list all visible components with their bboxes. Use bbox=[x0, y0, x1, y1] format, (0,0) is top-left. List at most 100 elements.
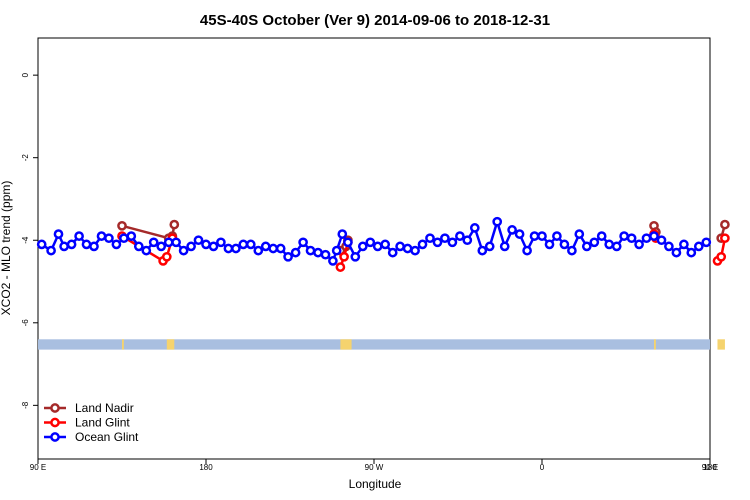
data-point-ocean-glint bbox=[477, 245, 488, 256]
x-tick-label: 180 bbox=[703, 463, 717, 472]
data-point-ocean-glint bbox=[81, 239, 92, 250]
series-land-glint bbox=[117, 229, 730, 272]
land-band-segment-0 bbox=[122, 339, 124, 350]
legend-label: Land Nadir bbox=[75, 401, 134, 415]
data-point-ocean-glint bbox=[395, 241, 405, 252]
data-point-ocean-glint bbox=[283, 251, 293, 262]
data-point-ocean-glint bbox=[305, 245, 316, 256]
data-point-ocean-glint bbox=[46, 245, 56, 256]
data-point-ocean-glint bbox=[133, 241, 144, 252]
data-point-ocean-glint bbox=[290, 247, 301, 258]
data-point-ocean-glint bbox=[298, 237, 308, 248]
x-tick-label: 180 bbox=[199, 463, 213, 472]
data-point-land-nadir bbox=[169, 219, 180, 230]
data-point-ocean-glint bbox=[89, 241, 99, 252]
data-point-ocean-glint bbox=[201, 239, 211, 250]
legend-label: Land Glint bbox=[75, 416, 130, 430]
data-point-ocean-glint bbox=[552, 231, 562, 241]
data-point-ocean-glint bbox=[425, 233, 435, 244]
data-point-ocean-glint bbox=[186, 241, 196, 252]
land-band-segment-2 bbox=[340, 339, 352, 350]
land-band-segment-4 bbox=[717, 339, 725, 350]
data-point-ocean-glint bbox=[499, 241, 510, 252]
data-point-ocean-glint bbox=[372, 241, 383, 252]
land-band-segment-3 bbox=[654, 339, 656, 350]
data-point-ocean-glint bbox=[245, 239, 256, 250]
data-point-ocean-glint bbox=[455, 231, 465, 241]
data-point-ocean-glint bbox=[53, 229, 64, 239]
data-point-ocean-glint bbox=[402, 243, 413, 254]
data-point-ocean-glint bbox=[649, 231, 659, 241]
land-ocean-band bbox=[38, 339, 725, 350]
data-point-ocean-glint bbox=[216, 237, 226, 248]
data-point-land-glint bbox=[161, 251, 172, 262]
data-point-ocean-glint bbox=[410, 245, 420, 256]
y-tick-label: -6 bbox=[21, 319, 30, 327]
data-point-ocean-glint bbox=[581, 241, 592, 252]
data-point-land-glint bbox=[339, 251, 349, 262]
data-point-ocean-glint bbox=[693, 241, 704, 252]
data-point-ocean-glint bbox=[208, 241, 219, 252]
data-point-ocean-glint bbox=[357, 241, 368, 252]
data-point-ocean-glint bbox=[544, 239, 555, 250]
data-point-ocean-glint bbox=[74, 231, 84, 241]
data-point-ocean-glint bbox=[171, 237, 181, 248]
data-point-ocean-glint bbox=[119, 233, 129, 244]
data-point-ocean-glint bbox=[604, 239, 615, 250]
data-point-ocean-glint bbox=[350, 251, 361, 262]
data-point-ocean-glint bbox=[679, 239, 689, 250]
data-point-land-glint bbox=[716, 251, 727, 262]
data-point-ocean-glint bbox=[104, 233, 114, 244]
data-point-ocean-glint bbox=[328, 256, 338, 266]
data-point-ocean-glint bbox=[126, 231, 137, 241]
y-tick-label: 0 bbox=[21, 72, 30, 77]
data-point-ocean-glint bbox=[656, 235, 667, 246]
y-tick-label: -2 bbox=[21, 154, 30, 162]
data-point-ocean-glint bbox=[96, 231, 107, 241]
y-axis: 0 -2 -4 -6 -8 bbox=[21, 72, 38, 409]
x-tick-label: 90 E bbox=[30, 463, 46, 472]
data-point-ocean-glint bbox=[343, 237, 353, 248]
land-band-segment-1 bbox=[166, 339, 175, 350]
data-point-ocean-glint bbox=[522, 245, 532, 256]
data-point-ocean-glint bbox=[701, 237, 712, 248]
legend-item-land-nadir: Land Nadir bbox=[44, 401, 134, 415]
data-point-ocean-glint bbox=[626, 233, 637, 244]
data-point-ocean-glint bbox=[231, 243, 241, 254]
x-tick-label: 90 W bbox=[365, 463, 384, 472]
data-point-ocean-glint bbox=[469, 223, 480, 233]
data-point-ocean-glint bbox=[671, 247, 682, 258]
data-point-ocean-glint bbox=[313, 247, 323, 258]
x-axis-label: Longitude bbox=[349, 477, 402, 491]
data-point-ocean-glint bbox=[641, 233, 652, 244]
ocean-band bbox=[38, 339, 710, 350]
data-point-ocean-glint bbox=[432, 237, 443, 248]
data-point-ocean-glint bbox=[380, 239, 391, 250]
y-axis-label: XCO2 - MLO trend (ppm) bbox=[0, 181, 13, 316]
data-point-ocean-glint bbox=[178, 245, 189, 256]
data-point-ocean-glint bbox=[59, 241, 69, 252]
series-layer bbox=[36, 216, 730, 272]
data-point-ocean-glint bbox=[567, 245, 577, 256]
data-point-ocean-glint bbox=[440, 233, 450, 244]
data-point-ocean-glint bbox=[111, 239, 122, 250]
legend-item-ocean-glint: Ocean Glint bbox=[44, 430, 139, 444]
legend-marker bbox=[50, 403, 60, 413]
data-point-ocean-glint bbox=[537, 231, 547, 241]
data-point-ocean-glint bbox=[387, 247, 398, 258]
data-point-ocean-glint bbox=[634, 239, 644, 250]
data-point-land-glint bbox=[720, 233, 730, 244]
data-point-ocean-glint bbox=[337, 229, 348, 239]
data-point-ocean-glint bbox=[686, 247, 697, 258]
series-ocean-glint bbox=[36, 216, 712, 266]
y-tick-label: -4 bbox=[21, 236, 30, 244]
data-point-ocean-glint bbox=[447, 237, 458, 248]
legend-marker bbox=[50, 417, 60, 428]
legend-item-land-glint: Land Glint bbox=[44, 416, 130, 430]
data-point-ocean-glint bbox=[611, 241, 622, 252]
data-point-ocean-glint bbox=[253, 245, 264, 256]
data-point-ocean-glint bbox=[66, 239, 77, 250]
x-tick-label: 0 bbox=[540, 463, 545, 472]
